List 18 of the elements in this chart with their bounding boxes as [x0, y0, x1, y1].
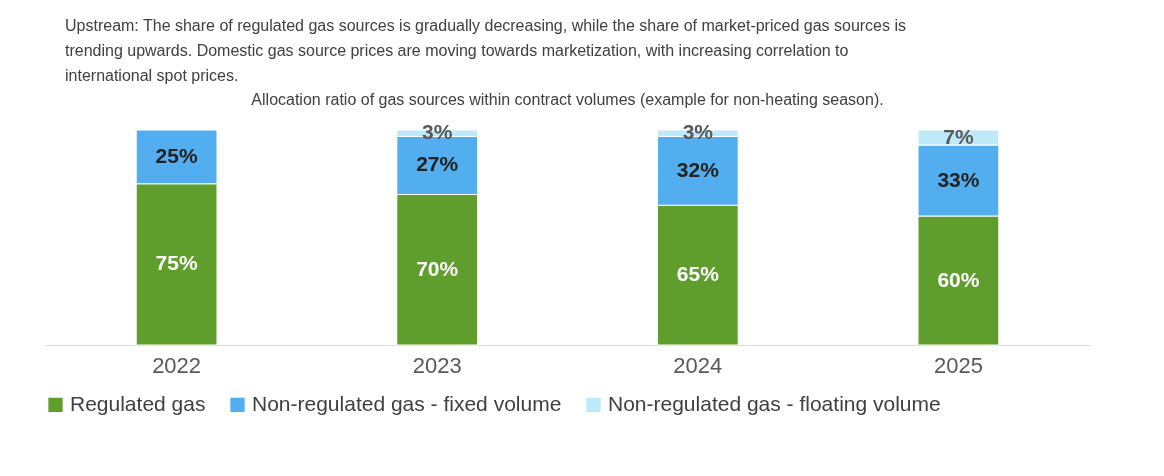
data-label: 70%	[416, 256, 459, 280]
chart-title: Allocation ratio of gas sources within contract volumes (example for non-heating season).	[251, 91, 884, 109]
x-tick-label: 2025	[933, 352, 983, 378]
x-tick-label: 2022	[152, 352, 202, 378]
legend-label: Non-regulated gas - fixed volume	[252, 391, 562, 415]
data-label: 75%	[155, 251, 198, 275]
data-label: 7%	[943, 124, 974, 148]
legend-label: Non-regulated gas - floating volume	[608, 391, 941, 415]
data-label: 32%	[676, 157, 720, 181]
x-tick-label: 2023	[412, 352, 462, 378]
data-label: 27%	[416, 152, 459, 176]
data-label: 60%	[937, 267, 980, 291]
data-label: 65%	[676, 262, 720, 286]
text: Upstream: The share of regulated gas sources is gradually decreasing, while the share of market-priced gas sources is trending upwards. Domestic gas source prices are moving towards marketization, with increasing correlation to international spot prices.	[65, 17, 907, 84]
data-label: 25%	[155, 143, 198, 167]
data-label: 33%	[937, 167, 980, 191]
x-tick-label: 2024	[673, 352, 723, 378]
legend-label: Regulated gas	[70, 391, 206, 415]
